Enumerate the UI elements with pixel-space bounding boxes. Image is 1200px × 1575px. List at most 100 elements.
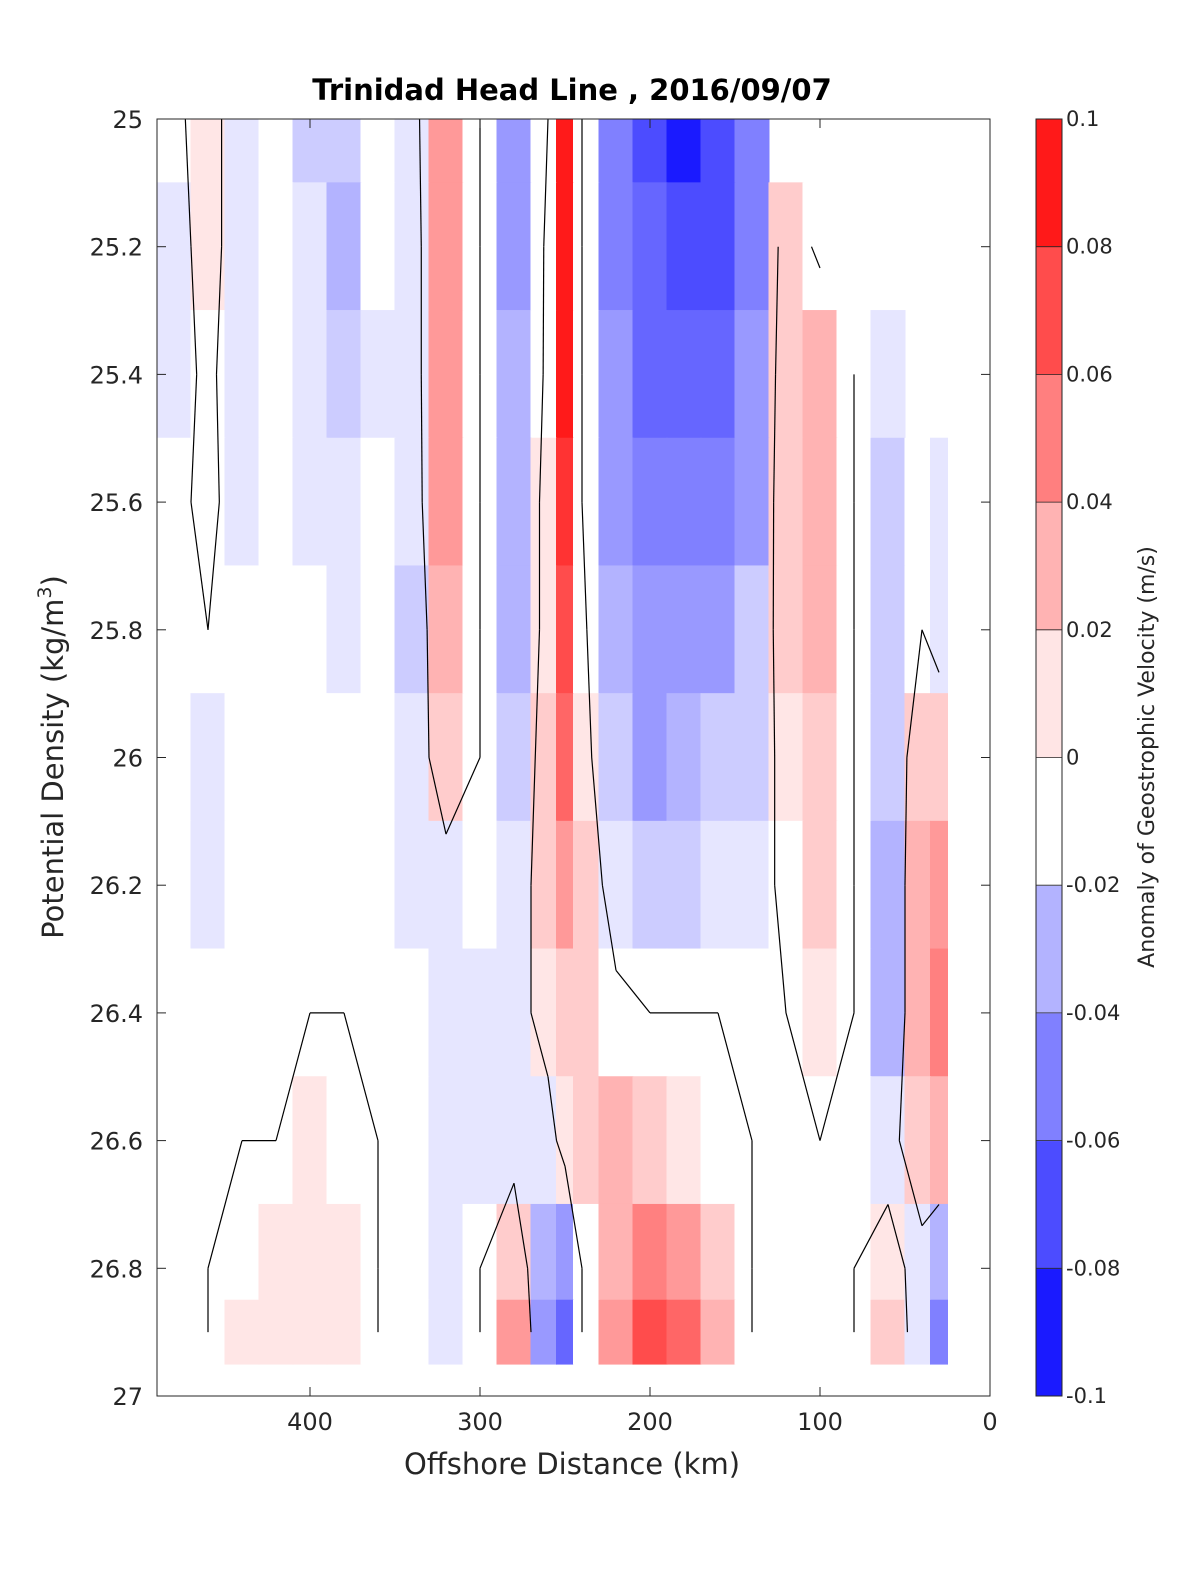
heatmap-cell <box>802 182 838 312</box>
heatmap-cell <box>904 693 931 822</box>
heatmap-cell <box>556 1203 574 1301</box>
heatmap-cell <box>870 820 906 950</box>
heatmap-cell <box>292 1203 328 1301</box>
heatmap-cell <box>190 948 226 1078</box>
heatmap-cell <box>632 1203 668 1301</box>
zero-contour-segment <box>591 757 603 886</box>
heatmap-cell <box>530 820 557 950</box>
heatmap-cell <box>428 1203 464 1301</box>
heatmap-cell <box>292 565 328 695</box>
colorbar-segment <box>1036 1140 1062 1269</box>
heatmap-cell <box>836 1076 872 1205</box>
heatmap-cell <box>258 948 294 1078</box>
heatmap-cell <box>394 1203 430 1301</box>
y-axis-title-superscript: 3 <box>34 586 56 598</box>
heatmap-cell <box>768 820 804 950</box>
heatmap-cell <box>258 182 294 312</box>
heatmap-cell <box>224 948 260 1078</box>
heatmap-cell <box>734 948 770 1078</box>
heatmap-cell <box>666 310 702 439</box>
heatmap-cell <box>326 119 362 184</box>
heatmap-cell <box>292 182 328 312</box>
heatmap-cell <box>870 1076 906 1205</box>
zero-contour-segment <box>717 1012 753 1141</box>
colorbar-tick-label: 0.04 <box>1066 490 1113 514</box>
heatmap-cell <box>802 565 838 695</box>
zero-contour-segment <box>190 502 209 630</box>
heatmap-cell <box>394 693 430 822</box>
zero-contour-segment <box>887 1204 906 1269</box>
heatmap-cell <box>496 820 532 950</box>
colorbar-segment <box>1036 246 1062 375</box>
heatmap-cell <box>556 310 574 439</box>
zero-contour-segment <box>773 374 777 503</box>
heatmap-cell <box>224 119 260 184</box>
heatmap-cell <box>496 119 532 184</box>
heatmap-cell <box>700 310 736 439</box>
heatmap-cell <box>292 310 328 439</box>
heatmap-cell <box>428 693 464 822</box>
heatmap-cell <box>394 182 430 312</box>
heatmap-cell <box>360 182 396 312</box>
x-tick-label: 300 <box>457 1408 503 1436</box>
colorbar-tick-label: -0.1 <box>1066 1384 1107 1408</box>
heatmap-cell <box>734 693 770 822</box>
zero-contour-segment <box>343 1012 379 1141</box>
heatmap-cell <box>360 693 396 822</box>
heatmap-cell <box>930 820 948 950</box>
heatmap-cell <box>224 182 260 312</box>
zero-contour-segment <box>898 1012 906 1141</box>
heatmap-cell <box>632 437 668 567</box>
heatmap-cell <box>224 1203 260 1301</box>
heatmap-cell <box>598 1299 634 1365</box>
heatmap-cell <box>930 1203 948 1301</box>
heatmap-cell <box>428 1299 464 1365</box>
y-axis-title-main: Potential Density (kg/m <box>36 599 70 939</box>
heatmap-cell <box>190 565 226 695</box>
heatmap-cell <box>360 437 396 567</box>
heatmap-cell <box>428 182 464 312</box>
zero-contour-lines <box>184 119 940 1333</box>
heatmap-cell <box>632 565 668 695</box>
heatmap-cell <box>394 820 430 950</box>
heatmap-cell <box>666 182 702 312</box>
heatmap-cell <box>190 820 226 950</box>
heatmap-cell <box>573 119 600 184</box>
heatmap-cell <box>360 820 396 950</box>
heatmap-cell <box>530 1299 557 1365</box>
zero-contour-segment <box>428 757 447 835</box>
heatmap-cell <box>496 182 532 312</box>
heatmap-cell <box>666 565 702 695</box>
y-axis-title: Potential Density (kg/m3) <box>34 575 70 939</box>
colorbar-segment <box>1036 1268 1062 1397</box>
heatmap-cell <box>802 310 838 439</box>
heatmap-cell <box>258 693 294 822</box>
heatmap-cell <box>870 948 906 1078</box>
colorbar-segment <box>1036 119 1062 248</box>
heatmap-cell <box>190 437 226 567</box>
heatmap-cell <box>326 1076 362 1205</box>
y-tick-label: 26.2 <box>90 872 143 900</box>
heatmap-cell <box>496 948 532 1078</box>
heatmap-cell <box>768 1299 804 1365</box>
zero-contour-segment <box>601 885 617 971</box>
heatmap-cell <box>598 182 634 312</box>
heatmap-cell <box>700 1076 736 1205</box>
heatmap-cell <box>190 1076 226 1205</box>
y-tick-label: 25.8 <box>90 617 143 645</box>
heatmap-cell <box>870 1299 906 1365</box>
heatmap-cell <box>632 1299 668 1365</box>
heatmap-cell <box>734 310 770 439</box>
zero-contour-segment <box>215 374 220 503</box>
heatmap-cell <box>598 820 634 950</box>
colorbar-tick-label: 0.02 <box>1066 618 1113 642</box>
heatmap-cell <box>573 1203 600 1301</box>
zero-contour-segment <box>215 246 223 375</box>
heatmap-cell <box>904 1203 931 1301</box>
heatmap-cell <box>556 565 574 695</box>
zero-contour-segment <box>534 629 541 758</box>
heatmap-cell <box>326 437 362 567</box>
heatmap-cell <box>360 310 396 439</box>
heatmap-cell <box>598 310 634 439</box>
heatmap-cell <box>258 437 294 567</box>
